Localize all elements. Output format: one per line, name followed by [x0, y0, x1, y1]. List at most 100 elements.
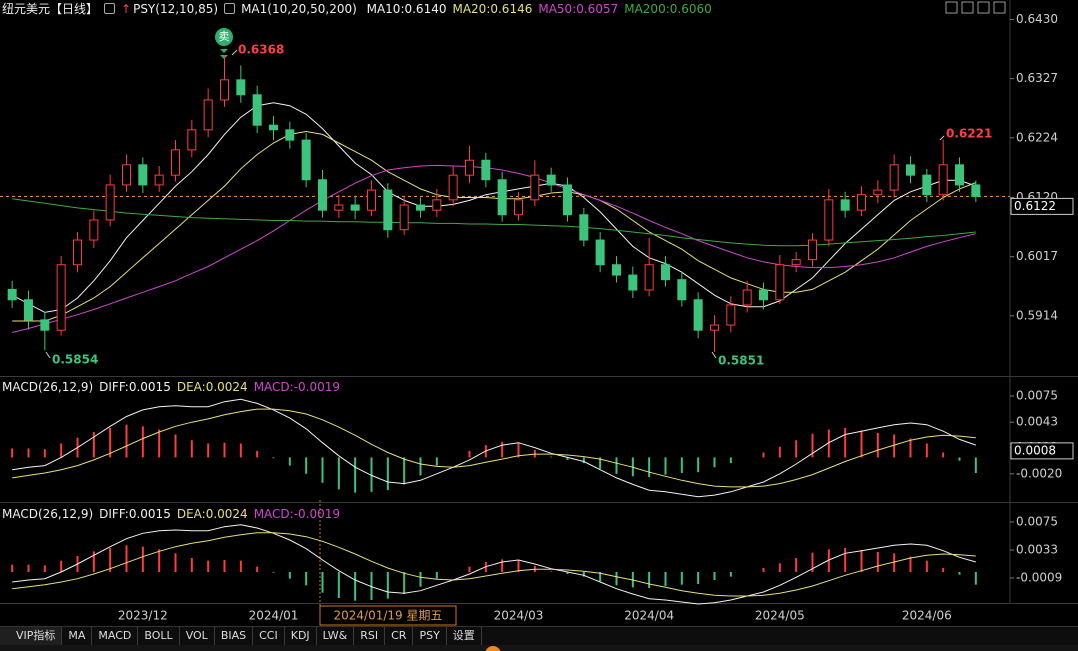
tab[interactable]: CCI	[253, 627, 285, 645]
tab[interactable]: PSY	[413, 627, 447, 645]
macd-bar	[403, 572, 406, 594]
macd-bar	[141, 546, 144, 572]
ma-line	[12, 130, 976, 322]
macd-bar	[272, 572, 275, 573]
high-annotation: 0.6368	[238, 43, 284, 57]
indicator-tabs: VIP指标 MA MACD BOLL VOL BIAS CCI KDJ LW& RSI CR PSY 设…	[0, 626, 1078, 645]
tab[interactable]: MA	[62, 627, 93, 645]
macd-bar	[713, 572, 716, 580]
window-button[interactable]	[993, 1, 1006, 14]
macd-bar	[729, 457, 732, 464]
candle-body	[906, 164, 915, 176]
icon[interactable]	[104, 3, 116, 14]
panel-title: MACD(26,12,9)	[2, 507, 94, 521]
low-annotation: 0.5854	[52, 353, 98, 367]
tab[interactable]: CR	[385, 627, 414, 645]
macd-bar	[729, 572, 732, 577]
macd-bar	[354, 457, 357, 493]
high-annotation: 0.6221	[946, 127, 992, 141]
macd-bar	[288, 572, 291, 579]
y-tick-label: 0.0043	[1016, 415, 1058, 429]
candle-body	[742, 289, 752, 306]
macd-bar	[386, 572, 389, 599]
macd-bar	[207, 560, 210, 572]
macd-bar	[370, 457, 373, 492]
macd-bar	[811, 433, 814, 458]
macd-bar	[942, 452, 945, 458]
crosshair-box	[319, 605, 457, 626]
candle-body	[497, 179, 507, 216]
macd-bar	[550, 571, 553, 572]
macd-bar	[827, 429, 830, 458]
x-tick-label: 2023/12	[118, 609, 168, 623]
panel-value: MACD:-0.0019	[253, 380, 341, 394]
macd-bar	[174, 434, 177, 458]
macd-bar	[27, 564, 30, 572]
tab[interactable]: VIP指标	[0, 627, 63, 645]
candle-body	[791, 259, 801, 266]
tab[interactable]: BIAS	[215, 627, 254, 645]
macd-bar	[109, 548, 112, 572]
candle-body	[367, 189, 376, 211]
macd-bar	[354, 572, 357, 601]
tab[interactable]: BOLL	[138, 627, 180, 645]
y-tick-label: 0.5914	[1016, 308, 1058, 322]
panel-value: DIFF:0.0015	[99, 507, 171, 521]
macd-bar	[958, 457, 961, 461]
macd-bar	[713, 457, 716, 468]
panel-header: MACD(26,12,9) DIFF:0.0015 DEA:0.0024 MACD:-…	[2, 506, 346, 522]
macd-bar	[321, 457, 324, 483]
y-tick-label: 0.6017	[1016, 249, 1058, 263]
status-dot[interactable]	[485, 646, 501, 651]
candle-body	[350, 204, 360, 211]
sell-marker-badge	[215, 28, 233, 46]
macd-bar	[550, 456, 553, 458]
tab[interactable]: MACD	[92, 627, 139, 645]
icon: ↑	[121, 2, 132, 16]
candle-body	[122, 164, 131, 186]
candle-body	[612, 264, 621, 276]
candle-body	[514, 199, 523, 216]
window-button[interactable]	[945, 1, 958, 14]
sell-arrows	[220, 49, 228, 59]
macd-bar	[778, 446, 781, 458]
candle-body	[187, 129, 197, 151]
macd-bar	[778, 563, 781, 572]
macd-bar	[321, 572, 324, 593]
macd-bar	[501, 559, 504, 572]
tab[interactable]: KDJ	[285, 627, 317, 645]
window-button[interactable]	[977, 1, 990, 14]
macd-bar	[223, 442, 226, 458]
candle-body	[595, 239, 605, 266]
tab[interactable]: VOL	[180, 627, 215, 645]
macd-bar	[876, 552, 879, 572]
tab[interactable]: RSI	[354, 627, 386, 645]
macd-bar	[566, 457, 569, 460]
candle-body	[775, 264, 785, 301]
candle-body	[24, 299, 33, 321]
icon[interactable]	[224, 3, 236, 14]
macd-bar	[582, 457, 585, 464]
diff-line	[12, 524, 976, 605]
x-tick-label: 2024/01	[249, 609, 299, 623]
macd-bar	[925, 560, 928, 572]
candle-body	[889, 164, 899, 191]
candle-body	[840, 199, 850, 211]
x-tick-label: 2024/06	[902, 609, 952, 623]
candle-body	[203, 99, 213, 131]
candle-body	[971, 184, 981, 197]
macd-bar	[860, 550, 863, 572]
macd-bar	[125, 545, 128, 572]
tab[interactable]: LW&	[317, 627, 355, 645]
tab[interactable]: 设置	[447, 627, 482, 645]
window-button[interactable]	[961, 1, 974, 14]
ma-line	[11, 102, 976, 313]
panel-value: DEA:0.0024	[176, 507, 248, 521]
indicator: PSY(12,10,85)	[133, 2, 219, 16]
macd-bar	[158, 549, 161, 572]
macd-bar	[893, 434, 896, 458]
macd-bar	[664, 457, 667, 475]
candle-body	[269, 124, 278, 131]
candle-body	[285, 129, 295, 141]
current-price-box	[1010, 197, 1074, 215]
